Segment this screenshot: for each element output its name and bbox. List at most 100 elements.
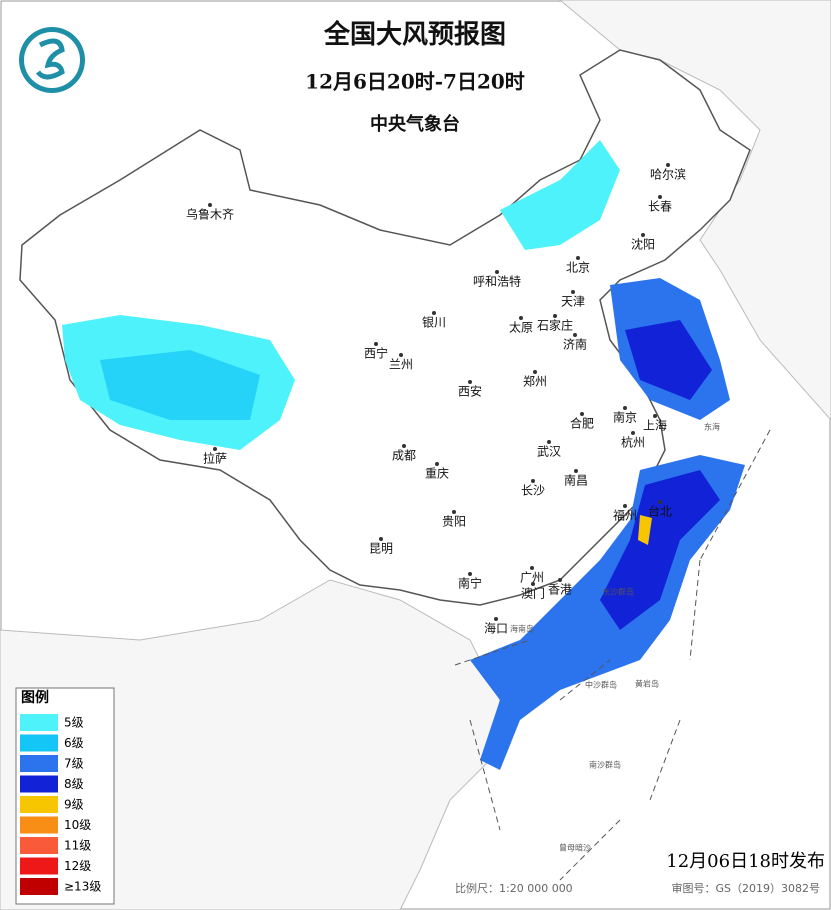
city-dot bbox=[623, 406, 627, 410]
issuer: 中央气象台 bbox=[370, 113, 460, 135]
city-label: 南京 bbox=[613, 410, 637, 425]
legend-swatch bbox=[20, 734, 58, 752]
city-label: 拉萨 bbox=[203, 451, 227, 466]
city-label: 长沙 bbox=[521, 484, 545, 498]
wind-area bbox=[625, 320, 712, 400]
review-number: 审图号：GS（2019）3082号 bbox=[672, 881, 821, 895]
legend-swatch bbox=[20, 796, 58, 813]
city-label: 香港 bbox=[548, 583, 572, 597]
city-dot bbox=[435, 462, 439, 466]
legend-swatch bbox=[20, 878, 58, 895]
place-label: 海南岛 bbox=[510, 624, 534, 634]
city-dot bbox=[574, 469, 578, 473]
city-label: 乌鲁木齐 bbox=[186, 207, 234, 222]
city-label: 台北 bbox=[648, 504, 672, 519]
legend-swatch bbox=[20, 857, 58, 875]
city-label: 重庆 bbox=[425, 467, 449, 481]
city-label: 贵阳 bbox=[442, 515, 466, 529]
city-dot bbox=[558, 578, 562, 582]
city-dot bbox=[653, 414, 657, 418]
wind-area bbox=[638, 515, 652, 545]
wind-area bbox=[500, 140, 620, 250]
place-label: 南沙群岛 bbox=[589, 760, 621, 770]
legend-label: ≥13级 bbox=[64, 880, 101, 894]
legend-label: 5级 bbox=[64, 716, 84, 730]
city-dot bbox=[432, 311, 436, 315]
city-dot bbox=[623, 504, 627, 508]
city-dot bbox=[374, 342, 378, 346]
city-label: 石家庄 bbox=[537, 318, 573, 333]
logo bbox=[35, 38, 65, 80]
city-label: 杭州 bbox=[621, 435, 645, 450]
city-label: 北京 bbox=[566, 261, 590, 275]
title: 全国大风预报图 bbox=[323, 19, 506, 50]
legend-title: 图例 bbox=[21, 689, 49, 706]
legend-label: 7级 bbox=[64, 757, 84, 771]
city-label: 哈尔滨 bbox=[650, 167, 686, 182]
legend-swatch bbox=[20, 837, 58, 854]
city-dot bbox=[533, 370, 537, 374]
city-dot bbox=[531, 479, 535, 483]
wind-area bbox=[600, 470, 720, 630]
city-label: 西安 bbox=[458, 384, 482, 399]
issued-time: 12月06日18时发布 bbox=[666, 851, 825, 872]
city-dot bbox=[666, 163, 670, 167]
city-dot bbox=[495, 270, 499, 274]
city-dot bbox=[213, 447, 217, 451]
city-label: 南宁 bbox=[458, 576, 482, 591]
city-dot bbox=[452, 510, 456, 514]
wind-area bbox=[100, 350, 260, 420]
city-label: 成都 bbox=[392, 449, 416, 463]
city-dot bbox=[553, 314, 557, 318]
city-label: 济南 bbox=[563, 337, 587, 352]
city-dot bbox=[641, 233, 645, 237]
legend-label: 11级 bbox=[64, 839, 91, 853]
city-label: 福州 bbox=[613, 508, 637, 523]
place-label: 黄岩岛 bbox=[635, 679, 659, 689]
city-label: 澳门 bbox=[521, 586, 545, 601]
city-label: 郑州 bbox=[523, 374, 547, 389]
city-dot bbox=[531, 582, 535, 586]
city-dot bbox=[468, 572, 472, 576]
city-label: 银川 bbox=[422, 316, 446, 330]
city-label: 天津 bbox=[561, 295, 585, 309]
city-dot bbox=[573, 333, 577, 337]
city-label: 沈阳 bbox=[631, 237, 655, 252]
city-dot bbox=[571, 290, 575, 294]
city-label: 太原 bbox=[509, 320, 533, 335]
place-label: 曾母暗沙 bbox=[559, 843, 591, 853]
city-label: 合肥 bbox=[570, 416, 594, 431]
city-dot bbox=[468, 380, 472, 384]
city-dot bbox=[402, 444, 406, 448]
boundary-dash bbox=[454, 429, 771, 881]
place-label: 东海 bbox=[704, 422, 720, 432]
city-label: 海口 bbox=[484, 621, 508, 636]
city-dot bbox=[519, 316, 523, 320]
city-dot bbox=[530, 566, 534, 570]
city-dot bbox=[494, 617, 498, 621]
subtitle: 12月6日20时-7日20时 bbox=[305, 70, 525, 94]
legend-label: 10级 bbox=[64, 818, 91, 832]
city-label: 西宁 bbox=[364, 346, 388, 361]
city-dot bbox=[208, 203, 212, 207]
legend-label: 9级 bbox=[64, 798, 84, 812]
city-dot bbox=[658, 195, 662, 199]
city-label: 呼和浩特 bbox=[473, 274, 521, 289]
scale: 比例尺：1:20 000 000 bbox=[455, 881, 573, 895]
city-dot bbox=[399, 353, 403, 357]
legend-label: 12级 bbox=[64, 859, 91, 873]
city-label: 南昌 bbox=[564, 473, 588, 488]
city-dot bbox=[658, 500, 662, 504]
city-label: 武汉 bbox=[537, 445, 561, 459]
legend-label: 8级 bbox=[64, 777, 84, 791]
place-label: 东沙群岛 bbox=[602, 587, 634, 597]
city-label: 广州 bbox=[520, 571, 544, 585]
city-label: 兰州 bbox=[389, 358, 413, 372]
city-dot bbox=[547, 440, 551, 444]
city-dot bbox=[379, 537, 383, 541]
legend-label: 6级 bbox=[64, 736, 84, 750]
city-label: 昆明 bbox=[369, 542, 393, 556]
legend-swatch bbox=[20, 755, 58, 772]
city-dot bbox=[631, 431, 635, 435]
